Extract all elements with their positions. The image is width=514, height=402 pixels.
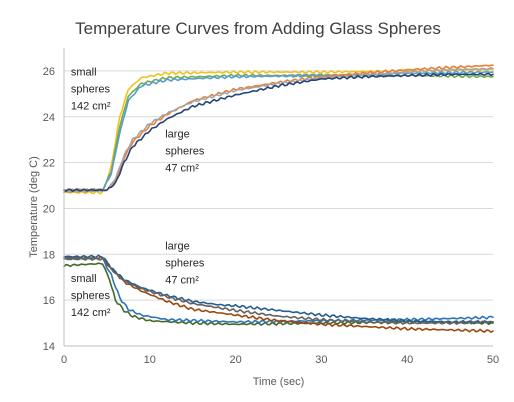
annotation-line: 47 cm²: [165, 162, 199, 174]
annotation-line: spheres: [165, 258, 205, 270]
y-tick-label: 24: [43, 112, 55, 124]
y-tick-label: 16: [43, 295, 55, 307]
annotation-label-3: large spheres 47 cm²: [165, 241, 205, 287]
x-axis-title: Time (sec): [253, 376, 305, 388]
annotation-line: 47 cm²: [165, 275, 199, 287]
series-line-5: [63, 67, 494, 194]
chart-title: Temperature Curves from Adding Glass Sph…: [75, 19, 441, 38]
series-line-6: [63, 72, 494, 193]
y-axis-title: Temperature (deg C): [28, 156, 40, 258]
annotation-line: spheres: [165, 145, 205, 157]
y-tick-label: 14: [43, 341, 55, 353]
x-tick-label: 0: [61, 354, 67, 366]
annotation-label-1: small spheres 142 cm²: [71, 67, 111, 113]
annotation-label-2: large spheres 47 cm²: [165, 128, 205, 174]
x-tick-label: 30: [315, 354, 327, 366]
x-tick-label: 10: [144, 354, 156, 366]
y-tick-label: 22: [43, 158, 55, 170]
annotation-line: 142 cm²: [71, 307, 111, 319]
x-tick-label: 50: [487, 354, 499, 366]
annotation-line: small: [71, 273, 97, 285]
series-line-10: [63, 254, 494, 324]
annotation-line: large: [165, 241, 189, 253]
series-line-11: [63, 256, 494, 325]
annotation-label-4: small spheres 142 cm²: [71, 273, 111, 319]
y-tick-label: 18: [43, 249, 55, 261]
x-tick-label: 20: [229, 354, 241, 366]
y-tick-label: 26: [43, 66, 55, 78]
annotation-line: spheres: [71, 290, 111, 302]
annotation-line: 142 cm²: [71, 101, 111, 113]
series-line-4: [63, 64, 494, 194]
y-tick-label: 20: [43, 203, 55, 215]
annotation-line: spheres: [71, 84, 111, 96]
x-tick-label: 40: [401, 354, 413, 366]
series-line-3: [63, 70, 494, 193]
annotation-line: small: [71, 67, 97, 79]
series-line-9: [63, 255, 494, 333]
annotation-line: large: [165, 128, 189, 140]
